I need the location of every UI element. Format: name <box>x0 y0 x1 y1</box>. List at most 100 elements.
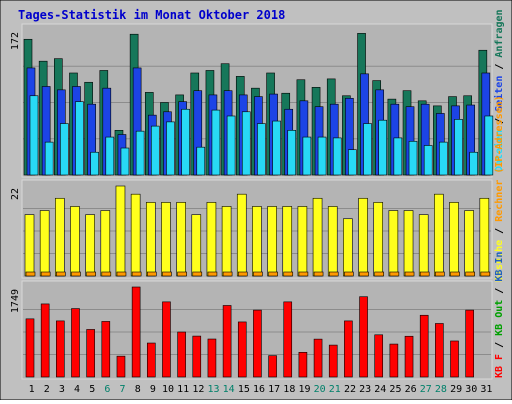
bar-kbf-day-9 <box>146 342 156 378</box>
bar-sites-day-28 <box>435 271 445 277</box>
bar-sites-day-27 <box>419 271 430 277</box>
y-max-label-visits: 22 <box>10 188 21 200</box>
bar-kbf-day-6 <box>101 321 111 378</box>
bar-kbf-day-19 <box>298 352 308 378</box>
x-tick-day-6: 6 <box>104 384 110 395</box>
bar-pages-day-5 <box>90 151 99 176</box>
bar-visits-day-27 <box>418 214 429 277</box>
bar-pages-day-18 <box>287 130 297 176</box>
bar-pages-day-23 <box>363 123 372 176</box>
bar-visits-day-1 <box>24 214 35 277</box>
bar-pages-day-29 <box>454 119 463 176</box>
bar-visits-day-10 <box>161 202 171 277</box>
bar-visits-day-4 <box>70 206 80 277</box>
bar-kbf-day-29 <box>450 340 459 378</box>
bar-kbf-day-20 <box>313 338 323 378</box>
x-tick-day-11: 11 <box>177 384 189 395</box>
x-tick-day-30: 30 <box>465 384 477 395</box>
x-tick-day-24: 24 <box>374 384 386 395</box>
bar-pages-day-31 <box>484 115 494 176</box>
bar-kbf-day-28 <box>435 323 444 378</box>
bar-sites-day-8 <box>131 271 142 277</box>
x-tick-day-15: 15 <box>238 384 250 395</box>
bar-pages-day-9 <box>150 125 160 176</box>
bar-pages-day-30 <box>469 151 478 176</box>
x-tick-day-13: 13 <box>207 384 219 395</box>
bar-kbf-day-10 <box>162 301 171 378</box>
x-tick-day-10: 10 <box>162 384 174 395</box>
bar-sites-day-4 <box>71 271 81 277</box>
bar-sites-day-15 <box>237 271 248 277</box>
bar-sites-day-31 <box>480 271 491 277</box>
bar-pages-day-2 <box>44 141 54 176</box>
bar-visits-day-29 <box>449 202 459 277</box>
bar-visits-day-17 <box>267 206 277 277</box>
bar-pages-day-22 <box>348 149 357 176</box>
x-tick-day-5: 5 <box>89 384 95 395</box>
bar-visits-day-30 <box>464 210 474 277</box>
bar-kbf-day-16 <box>253 309 262 378</box>
bar-sites-day-23 <box>359 271 369 277</box>
bar-kbf-day-8 <box>131 286 141 378</box>
bar-sites-day-10 <box>162 271 172 277</box>
x-tick-day-26: 26 <box>405 384 417 395</box>
bar-pages-day-14 <box>226 115 236 176</box>
bar-visits-day-15 <box>236 193 247 277</box>
bar-sites-day-30 <box>465 271 475 277</box>
bar-visits-day-24 <box>373 202 384 277</box>
bar-pages-day-26 <box>408 140 418 176</box>
bar-kbf-day-21 <box>328 344 338 378</box>
bar-pages-day-7 <box>120 147 130 176</box>
bar-visits-day-26 <box>403 210 414 277</box>
bar-sites-day-14 <box>222 271 233 277</box>
bar-visits-day-8 <box>130 193 141 277</box>
x-tick-day-1: 1 <box>29 384 35 395</box>
bar-kbf-day-27 <box>419 314 429 378</box>
x-tick-day-8: 8 <box>135 384 141 395</box>
x-tick-day-4: 4 <box>74 384 80 395</box>
bar-kbf-day-7 <box>116 355 126 378</box>
bar-pages-day-24 <box>378 119 388 176</box>
y-max-label-kbytes: 1749 <box>10 289 21 313</box>
bar-pages-day-17 <box>272 120 281 176</box>
bar-pages-day-6 <box>105 136 115 176</box>
bar-kbf-day-25 <box>389 343 399 378</box>
bar-pages-day-28 <box>439 141 448 176</box>
bar-kbf-day-23 <box>359 296 368 378</box>
bar-sites-day-29 <box>450 271 460 277</box>
legend-entry-kbf: KB F <box>494 354 505 378</box>
bar-kbf-day-14 <box>222 305 232 378</box>
bar-visits-day-16 <box>252 206 262 277</box>
bar-kbf-day-15 <box>237 321 247 378</box>
bar-pages-day-3 <box>60 123 69 176</box>
bar-pages-day-16 <box>257 123 266 176</box>
bar-pages-day-20 <box>317 136 327 176</box>
bar-visits-day-13 <box>206 202 217 277</box>
bar-kbf-day-2 <box>40 303 50 378</box>
legend-entry-kbin: KB In <box>494 252 505 282</box>
x-tick-day-2: 2 <box>44 384 50 395</box>
bar-visits-day-25 <box>388 210 399 277</box>
bar-kbf-day-3 <box>56 320 65 378</box>
bar-sites-day-24 <box>374 271 385 277</box>
y-max-label-requests: 172 <box>10 32 21 50</box>
legend-entry-sites: Rechner (IP-Adressen) <box>494 95 505 221</box>
bar-sites-day-22 <box>344 271 354 277</box>
x-tick-day-31: 31 <box>480 384 492 395</box>
x-tick-day-3: 3 <box>59 384 65 395</box>
bar-sites-day-21 <box>328 271 339 277</box>
bar-visits-day-5 <box>85 214 95 277</box>
bar-kbf-day-11 <box>177 331 186 378</box>
legend-visits: Besuche / Rechner (IP-Adressen) <box>494 95 505 282</box>
bar-kbf-day-1 <box>25 318 35 378</box>
legend-requests: Dateien / Seiten / Anfragen <box>493 9 505 172</box>
bar-pages-day-19 <box>302 136 312 176</box>
bar-sites-day-9 <box>146 271 157 277</box>
chart-title: Tages-Statistik im Monat Oktober 2018 <box>18 8 285 22</box>
bar-sites-day-16 <box>253 271 263 277</box>
bar-pages-day-13 <box>211 109 221 176</box>
x-tick-day-20: 20 <box>314 384 326 395</box>
bar-kbf-day-24 <box>374 334 384 378</box>
bar-pages-day-4 <box>75 101 84 176</box>
